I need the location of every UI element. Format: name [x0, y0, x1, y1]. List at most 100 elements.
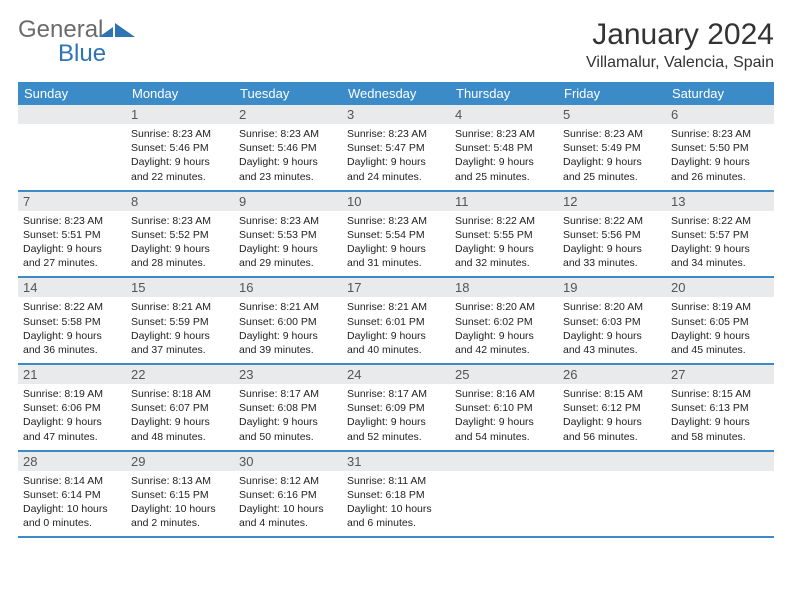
- calendar-cell: 17Sunrise: 8:21 AMSunset: 6:01 PMDayligh…: [342, 277, 450, 364]
- day-line: Sunrise: 8:23 AM: [455, 127, 553, 141]
- day-body: Sunrise: 8:18 AMSunset: 6:07 PMDaylight:…: [126, 384, 234, 450]
- day-line: Daylight: 9 hours: [131, 415, 229, 429]
- day-body: [666, 471, 774, 480]
- day-line: Daylight: 9 hours: [671, 415, 769, 429]
- calendar-row: 1Sunrise: 8:23 AMSunset: 5:46 PMDaylight…: [18, 105, 774, 191]
- day-line: Sunrise: 8:12 AM: [239, 474, 337, 488]
- day-body: Sunrise: 8:15 AMSunset: 6:13 PMDaylight:…: [666, 384, 774, 450]
- day-body: Sunrise: 8:17 AMSunset: 6:09 PMDaylight:…: [342, 384, 450, 450]
- day-body: Sunrise: 8:23 AMSunset: 5:46 PMDaylight:…: [234, 124, 342, 190]
- day-line: and 23 minutes.: [239, 170, 337, 184]
- day-line: and 50 minutes.: [239, 430, 337, 444]
- header-thursday: Thursday: [450, 82, 558, 105]
- day-line: and 34 minutes.: [671, 256, 769, 270]
- day-line: Sunrise: 8:23 AM: [563, 127, 661, 141]
- day-line: Sunrise: 8:13 AM: [131, 474, 229, 488]
- day-number: 1: [126, 105, 234, 124]
- day-line: Sunset: 6:05 PM: [671, 315, 769, 329]
- day-line: and 29 minutes.: [239, 256, 337, 270]
- calendar-cell: [18, 105, 126, 191]
- day-number: 21: [18, 365, 126, 384]
- day-line: Sunrise: 8:22 AM: [563, 214, 661, 228]
- day-line: and 56 minutes.: [563, 430, 661, 444]
- day-line: Daylight: 9 hours: [239, 415, 337, 429]
- logo: General Blue: [18, 18, 135, 66]
- day-number: 2: [234, 105, 342, 124]
- day-line: Sunrise: 8:23 AM: [131, 214, 229, 228]
- day-line: Sunrise: 8:17 AM: [239, 387, 337, 401]
- day-line: Sunrise: 8:21 AM: [239, 300, 337, 314]
- day-line: Sunrise: 8:23 AM: [239, 127, 337, 141]
- day-body: Sunrise: 8:23 AMSunset: 5:53 PMDaylight:…: [234, 211, 342, 277]
- day-line: Daylight: 9 hours: [671, 242, 769, 256]
- calendar-cell: 2Sunrise: 8:23 AMSunset: 5:46 PMDaylight…: [234, 105, 342, 191]
- day-number: 8: [126, 192, 234, 211]
- day-line: Sunset: 6:13 PM: [671, 401, 769, 415]
- day-line: Daylight: 10 hours: [131, 502, 229, 516]
- day-line: Sunset: 6:09 PM: [347, 401, 445, 415]
- calendar-cell: 9Sunrise: 8:23 AMSunset: 5:53 PMDaylight…: [234, 191, 342, 278]
- day-line: Sunrise: 8:22 AM: [455, 214, 553, 228]
- day-line: and 32 minutes.: [455, 256, 553, 270]
- day-line: Sunset: 5:49 PM: [563, 141, 661, 155]
- calendar-cell: 1Sunrise: 8:23 AMSunset: 5:46 PMDaylight…: [126, 105, 234, 191]
- day-line: Sunset: 6:06 PM: [23, 401, 121, 415]
- day-body: Sunrise: 8:11 AMSunset: 6:18 PMDaylight:…: [342, 471, 450, 537]
- day-body: Sunrise: 8:23 AMSunset: 5:50 PMDaylight:…: [666, 124, 774, 190]
- day-line: Daylight: 9 hours: [347, 329, 445, 343]
- day-line: Sunrise: 8:22 AM: [23, 300, 121, 314]
- day-line: Daylight: 10 hours: [23, 502, 121, 516]
- day-number: 11: [450, 192, 558, 211]
- day-line: Daylight: 9 hours: [455, 415, 553, 429]
- day-number: 29: [126, 452, 234, 471]
- day-body: Sunrise: 8:22 AMSunset: 5:58 PMDaylight:…: [18, 297, 126, 363]
- day-number: 20: [666, 278, 774, 297]
- day-line: and 42 minutes.: [455, 343, 553, 357]
- day-body: [450, 471, 558, 480]
- day-line: Sunset: 6:07 PM: [131, 401, 229, 415]
- day-line: Daylight: 9 hours: [23, 242, 121, 256]
- header-monday: Monday: [126, 82, 234, 105]
- day-line: Daylight: 9 hours: [23, 329, 121, 343]
- day-line: and 58 minutes.: [671, 430, 769, 444]
- day-line: and 28 minutes.: [131, 256, 229, 270]
- calendar-cell: 23Sunrise: 8:17 AMSunset: 6:08 PMDayligh…: [234, 364, 342, 451]
- day-line: Sunrise: 8:18 AM: [131, 387, 229, 401]
- day-line: and 27 minutes.: [23, 256, 121, 270]
- day-line: Sunset: 5:57 PM: [671, 228, 769, 242]
- day-line: Sunset: 5:50 PM: [671, 141, 769, 155]
- calendar-row: 14Sunrise: 8:22 AMSunset: 5:58 PMDayligh…: [18, 277, 774, 364]
- day-line: and 52 minutes.: [347, 430, 445, 444]
- day-line: Sunset: 5:51 PM: [23, 228, 121, 242]
- day-body: Sunrise: 8:12 AMSunset: 6:16 PMDaylight:…: [234, 471, 342, 537]
- day-body: Sunrise: 8:20 AMSunset: 6:03 PMDaylight:…: [558, 297, 666, 363]
- calendar-cell: 10Sunrise: 8:23 AMSunset: 5:54 PMDayligh…: [342, 191, 450, 278]
- day-number: 27: [666, 365, 774, 384]
- day-line: Daylight: 9 hours: [455, 242, 553, 256]
- day-number: [18, 105, 126, 124]
- day-body: Sunrise: 8:23 AMSunset: 5:46 PMDaylight:…: [126, 124, 234, 190]
- day-line: Sunset: 5:52 PM: [131, 228, 229, 242]
- calendar-cell: 14Sunrise: 8:22 AMSunset: 5:58 PMDayligh…: [18, 277, 126, 364]
- day-body: Sunrise: 8:23 AMSunset: 5:47 PMDaylight:…: [342, 124, 450, 190]
- logo-word-1: General: [18, 16, 103, 43]
- calendar-cell: 27Sunrise: 8:15 AMSunset: 6:13 PMDayligh…: [666, 364, 774, 451]
- day-body: Sunrise: 8:23 AMSunset: 5:52 PMDaylight:…: [126, 211, 234, 277]
- calendar-cell: 20Sunrise: 8:19 AMSunset: 6:05 PMDayligh…: [666, 277, 774, 364]
- day-line: Daylight: 9 hours: [239, 329, 337, 343]
- day-line: Sunset: 6:16 PM: [239, 488, 337, 502]
- day-line: and 6 minutes.: [347, 516, 445, 530]
- day-body: Sunrise: 8:16 AMSunset: 6:10 PMDaylight:…: [450, 384, 558, 450]
- calendar-cell: 21Sunrise: 8:19 AMSunset: 6:06 PMDayligh…: [18, 364, 126, 451]
- day-body: Sunrise: 8:14 AMSunset: 6:14 PMDaylight:…: [18, 471, 126, 537]
- calendar-table: Sunday Monday Tuesday Wednesday Thursday…: [18, 82, 774, 538]
- day-line: Sunrise: 8:20 AM: [563, 300, 661, 314]
- day-line: Sunset: 5:58 PM: [23, 315, 121, 329]
- title-block: January 2024 Villamalur, Valencia, Spain: [586, 18, 774, 72]
- day-number: 22: [126, 365, 234, 384]
- day-line: Daylight: 9 hours: [563, 415, 661, 429]
- day-number: [666, 452, 774, 471]
- day-number: 28: [18, 452, 126, 471]
- calendar-cell: 5Sunrise: 8:23 AMSunset: 5:49 PMDaylight…: [558, 105, 666, 191]
- day-number: 24: [342, 365, 450, 384]
